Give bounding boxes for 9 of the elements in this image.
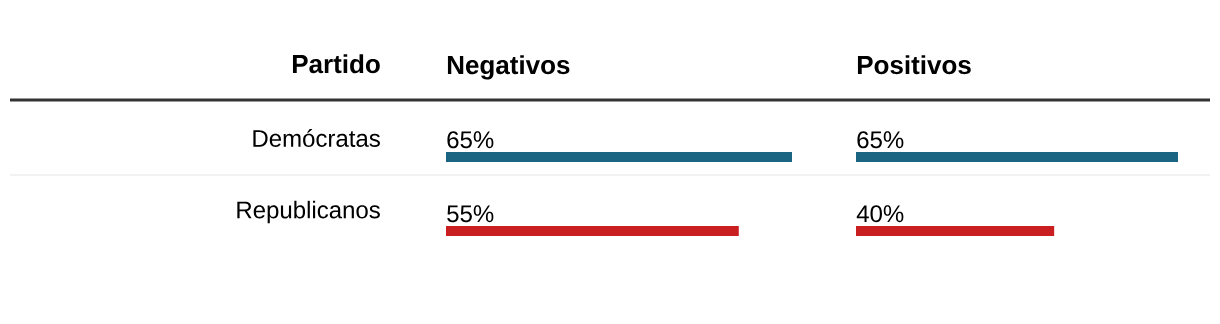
data-label: 65% (857, 131, 904, 149)
y-tick-label: Republicanos (237, 200, 380, 224)
data-label: 40% (856, 205, 904, 223)
chart-title: Positivos (857, 55, 971, 75)
y-axis-title: Partido (292, 54, 380, 74)
data-label: 55% (447, 205, 494, 223)
y-tick-label: Demócratas (253, 129, 380, 147)
data-label: 65% (447, 131, 494, 149)
chart-title: Negativos (447, 55, 570, 80)
